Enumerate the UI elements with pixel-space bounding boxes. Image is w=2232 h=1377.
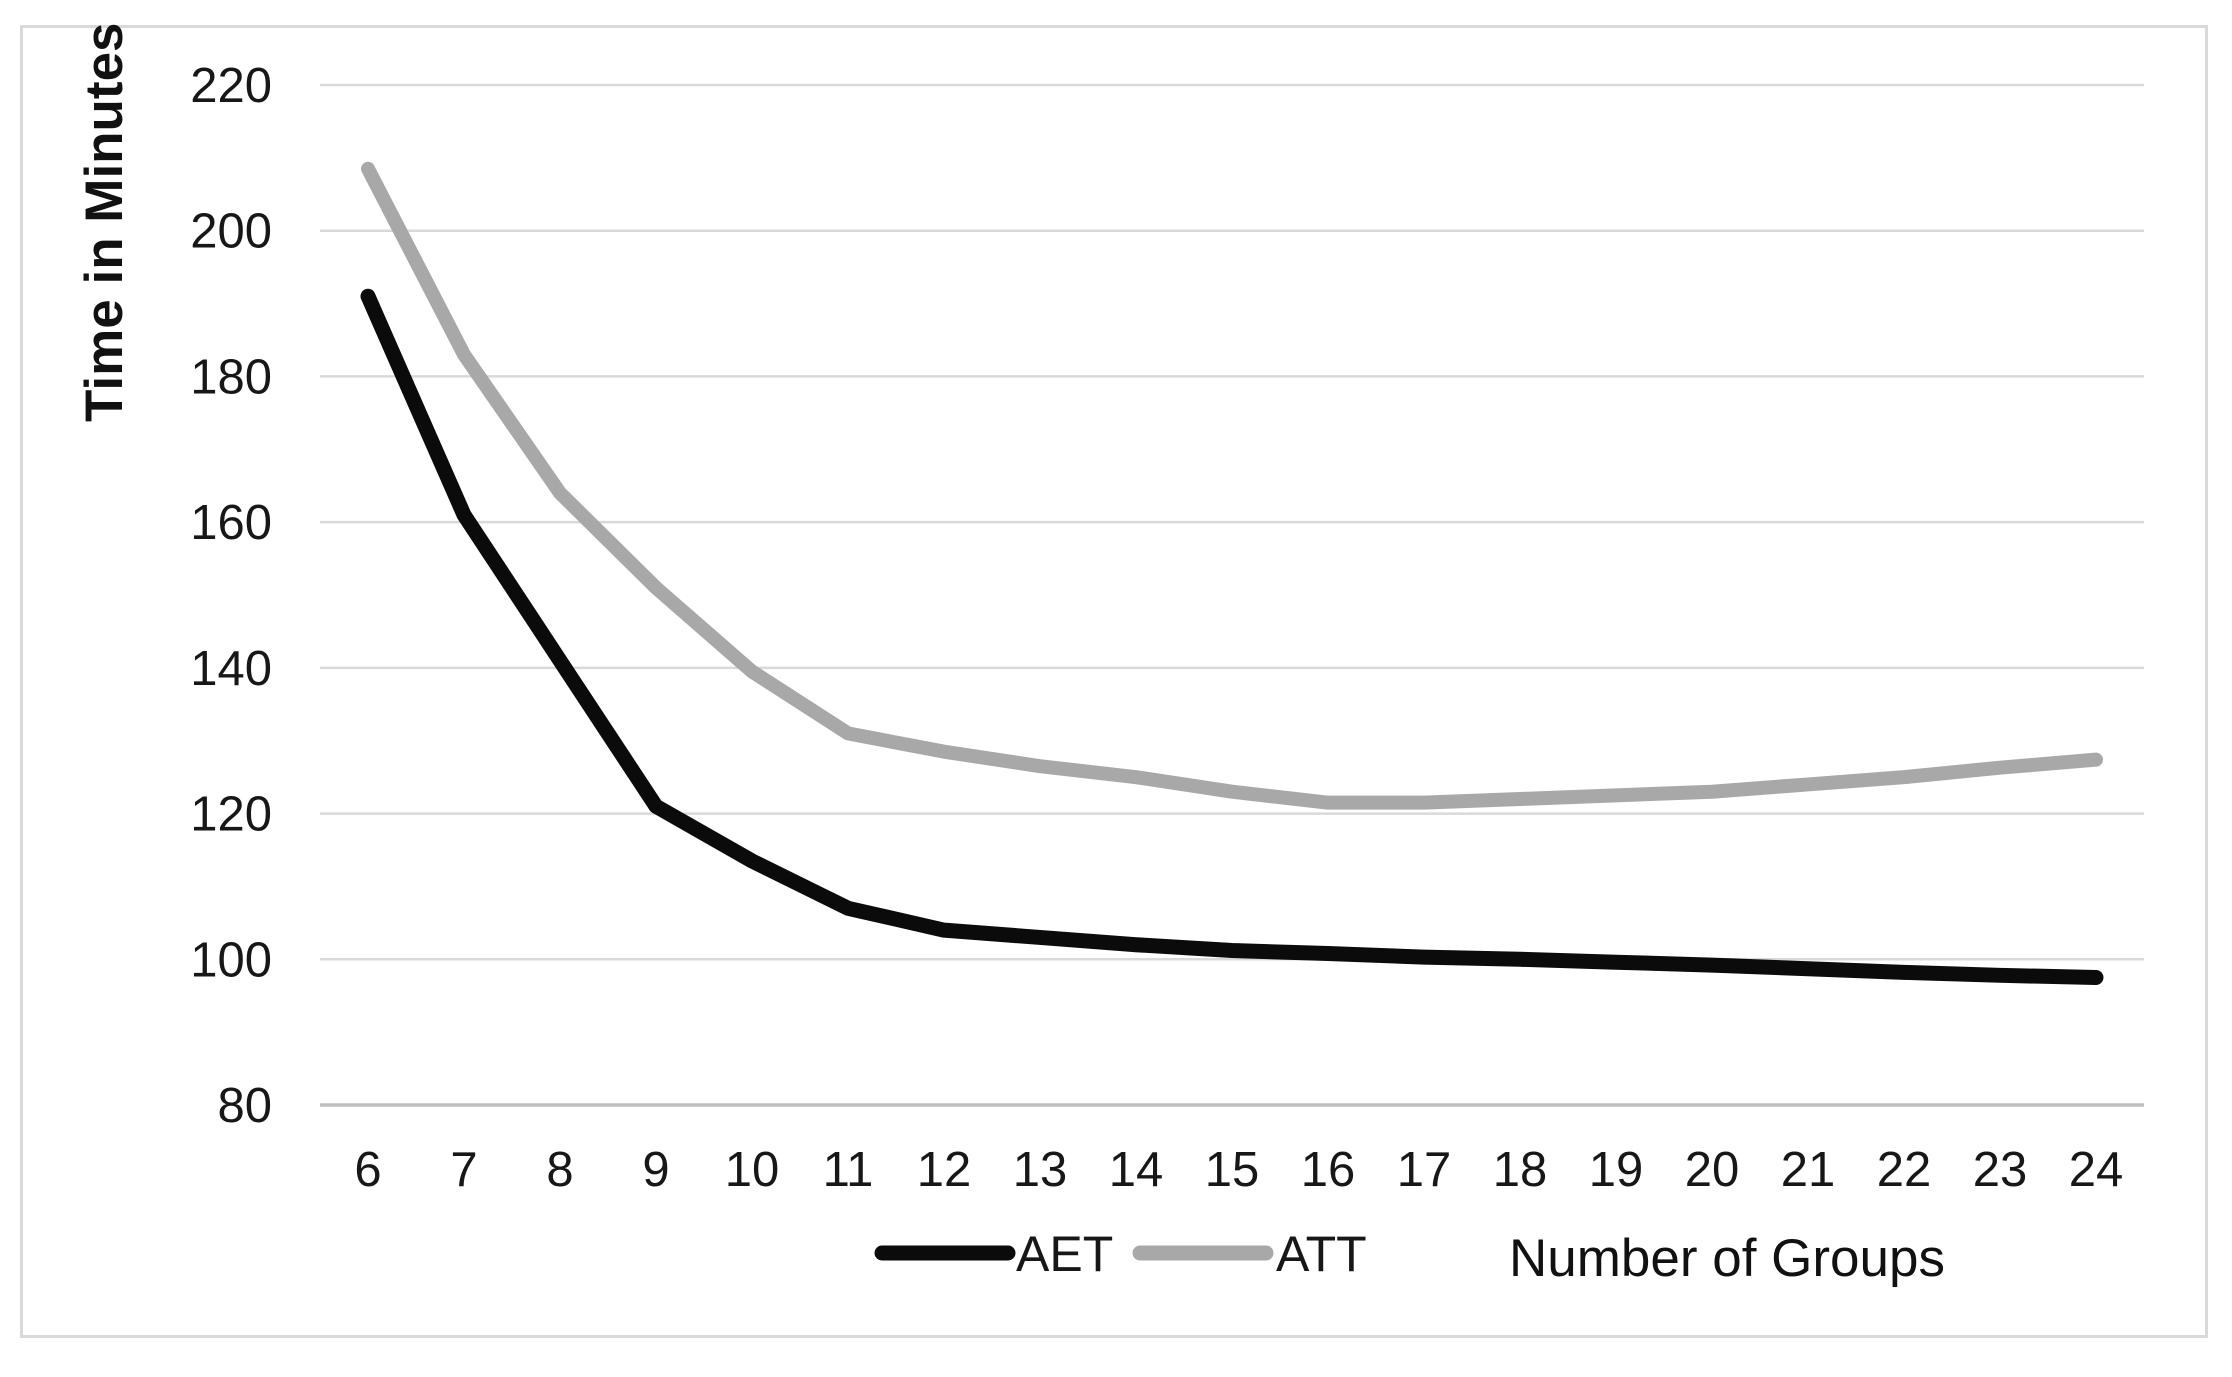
x-tick-label: 23 <box>1973 1143 2028 1197</box>
x-tick-label: 21 <box>1781 1143 1836 1197</box>
chart-frame <box>20 25 2208 1338</box>
y-axis-title: Time in Minutes <box>75 22 134 422</box>
x-tick-label: 20 <box>1685 1143 1740 1197</box>
y-tick-label: 100 <box>190 933 272 987</box>
x-axis-tick-labels: 6 7 8 9 10 11 12 13 14 15 16 17 18 19 20 21 22 23 24 <box>354 1143 2123 1197</box>
x-tick-label: 24 <box>2069 1143 2124 1197</box>
aet-legend-label: AET <box>1016 1226 1113 1282</box>
x-tick-label: 12 <box>917 1143 972 1197</box>
x-tick-label: 16 <box>1301 1143 1356 1197</box>
x-tick-label: 14 <box>1109 1143 1164 1197</box>
x-tick-label: 6 <box>354 1143 381 1197</box>
y-tick-label: 120 <box>190 788 272 842</box>
x-axis-title: Number of Groups <box>1509 1229 1945 1288</box>
x-tick-label: 22 <box>1877 1143 1932 1197</box>
x-tick-label: 18 <box>1493 1143 1548 1197</box>
x-tick-label: 7 <box>450 1143 477 1197</box>
gridlines <box>320 83 2144 1107</box>
legend: AET ATT <box>874 1226 1367 1282</box>
y-tick-label: 200 <box>190 205 272 259</box>
x-tick-label: 13 <box>1013 1143 1068 1197</box>
data-series <box>360 161 2104 985</box>
legend-item-aet: AET <box>874 1226 1113 1282</box>
att-line <box>361 161 2103 810</box>
legend-item-att: ATT <box>1132 1226 1367 1282</box>
y-tick-label: 160 <box>190 496 272 550</box>
x-tick-label: 15 <box>1205 1143 1260 1197</box>
x-tick-label: 9 <box>642 1143 669 1197</box>
att-legend-label: ATT <box>1276 1226 1367 1282</box>
x-tick-label: 19 <box>1589 1143 1644 1197</box>
y-tick-label: 180 <box>190 350 272 404</box>
y-tick-label: 140 <box>190 642 272 696</box>
y-axis-tick-labels: 80 100 120 140 160 180 200 220 <box>190 59 272 1133</box>
y-tick-label: 80 <box>217 1079 272 1133</box>
x-tick-label: 8 <box>546 1143 573 1197</box>
aet-line <box>360 288 2104 985</box>
x-tick-label: 11 <box>823 1143 874 1197</box>
y-tick-label: 220 <box>190 59 272 113</box>
x-tick-label: 17 <box>1397 1143 1452 1197</box>
x-tick-label: 10 <box>725 1143 780 1197</box>
